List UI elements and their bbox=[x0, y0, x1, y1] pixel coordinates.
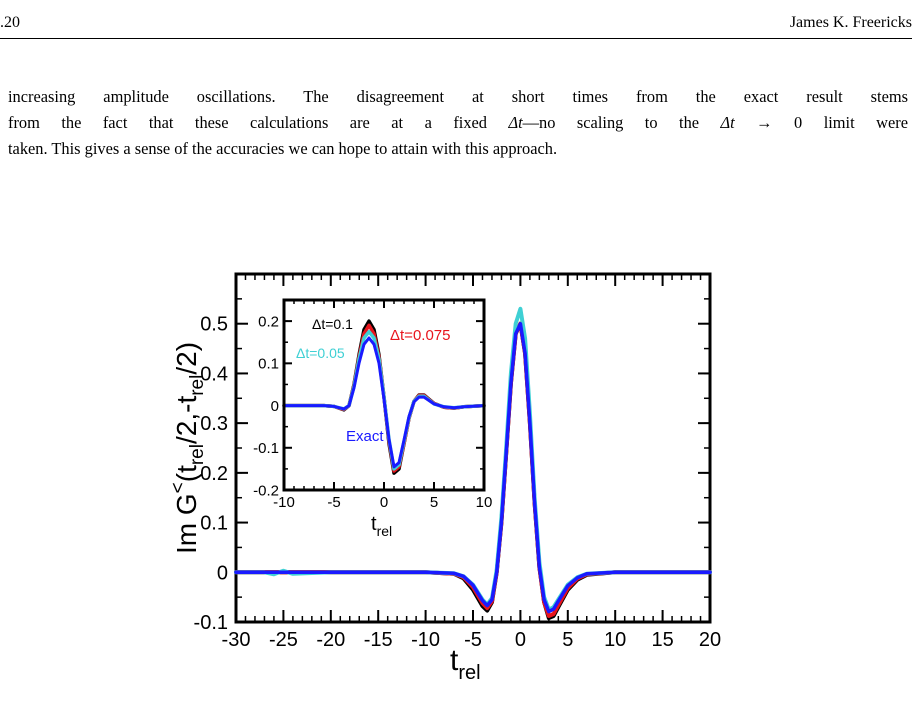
y-tick-label: 0.5 bbox=[200, 314, 228, 336]
y-tick-label: 0.2 bbox=[200, 463, 228, 485]
inset-series-group bbox=[282, 319, 486, 475]
x-tick-label: 10 bbox=[476, 494, 493, 511]
x-tick-label: 15 bbox=[651, 629, 673, 651]
line2-text-c: limit were bbox=[823, 113, 908, 132]
x-tick-label: 0 bbox=[515, 629, 526, 651]
y-tick-label: 0.4 bbox=[200, 363, 228, 385]
main-tick-labels: -30 -25 -20 -15 -10 -5 0 5 10 15 20 -0.1 0 0.1 0.2 0.3 0… bbox=[194, 314, 722, 651]
y-tick-label: -0.1 bbox=[253, 440, 279, 457]
y-tick-label: 0 bbox=[271, 398, 279, 415]
y-tick-label: 0 bbox=[217, 562, 228, 584]
y-tick-label: -0.2 bbox=[253, 482, 279, 499]
main-series-group bbox=[234, 306, 712, 620]
x-tick-label: 5 bbox=[562, 629, 573, 651]
x-tick-label: -10 bbox=[273, 494, 295, 511]
main-y-axis-label: Im G<(trel/2,-trel/2) bbox=[168, 342, 208, 554]
x-tick-label: -5 bbox=[464, 629, 482, 651]
page-number: .20 bbox=[0, 14, 20, 31]
limit-arrow: → 0 bbox=[734, 113, 824, 132]
running-head-author: James K. Freericks bbox=[789, 14, 912, 31]
main-ticks bbox=[235, 273, 711, 623]
x-tick-label: -5 bbox=[327, 494, 340, 511]
inset-label-exact: Exact bbox=[346, 428, 384, 445]
y-tick-label: 0.1 bbox=[258, 356, 279, 373]
delta-t-symbol: Δt bbox=[508, 113, 523, 132]
line2-text-a: from the fact that these calculations ar… bbox=[8, 113, 509, 132]
inset-plot-frame bbox=[282, 298, 486, 492]
header-rule bbox=[0, 38, 912, 39]
series-line-3 bbox=[282, 336, 486, 469]
body-paragraph: increasing amplitude oscillations. The d… bbox=[8, 84, 908, 162]
x-tick-label: -20 bbox=[316, 629, 345, 651]
x-tick-label: -15 bbox=[364, 629, 393, 651]
inset-tick-labels: -10 -5 0 5 10 -0.2 -0.1 0 0.1 0.2 bbox=[253, 313, 492, 511]
inset-label-dt005: Δt=0.05 bbox=[296, 345, 345, 361]
x-tick-label: 20 bbox=[699, 629, 721, 651]
inset-label-dt01: Δt=0.1 bbox=[312, 316, 353, 332]
x-tick-label: 0 bbox=[380, 494, 388, 511]
main-x-axis-label: trel bbox=[450, 644, 481, 684]
y-tick-label: 0.1 bbox=[200, 513, 228, 535]
y-tick-label: 0.3 bbox=[200, 413, 228, 435]
delta-t-symbol-2: Δt bbox=[720, 113, 735, 132]
line2-text-b: —no scaling to the bbox=[522, 113, 721, 132]
x-tick-label: -30 bbox=[222, 629, 251, 651]
series-line-3 bbox=[234, 321, 712, 614]
inset-x-axis-label: trel bbox=[371, 513, 392, 539]
paragraph-line-3: taken. This gives a sense of the accurac… bbox=[8, 139, 558, 158]
paragraph-line-1: increasing amplitude oscillations. The d… bbox=[8, 87, 908, 106]
x-tick-label: 10 bbox=[604, 629, 626, 651]
y-tick-label: -0.1 bbox=[194, 612, 228, 634]
y-tick-label: 0.2 bbox=[258, 313, 279, 330]
paragraph-line-2: from the fact that these calculations ar… bbox=[8, 110, 908, 136]
x-tick-label: -10 bbox=[411, 629, 440, 651]
x-tick-label: -25 bbox=[269, 629, 298, 651]
inset-label-dt0075: Δt=0.075 bbox=[390, 327, 450, 344]
x-tick-label: 5 bbox=[430, 494, 438, 511]
